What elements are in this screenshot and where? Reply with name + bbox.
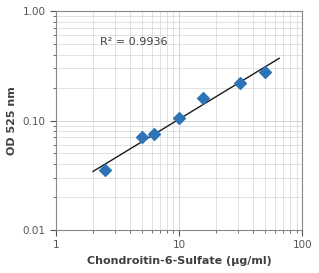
X-axis label: Chondroitin-6-Sulfate (μg/ml): Chondroitin-6-Sulfate (μg/ml) bbox=[87, 256, 271, 266]
Point bbox=[263, 69, 268, 74]
Point bbox=[102, 168, 108, 173]
Text: R² = 0.9936: R² = 0.9936 bbox=[100, 37, 168, 47]
Point bbox=[176, 116, 182, 120]
Point bbox=[237, 81, 242, 85]
Point bbox=[200, 96, 205, 100]
Y-axis label: OD 525 nm: OD 525 nm bbox=[7, 86, 17, 155]
Point bbox=[152, 132, 157, 136]
Point bbox=[139, 135, 145, 140]
